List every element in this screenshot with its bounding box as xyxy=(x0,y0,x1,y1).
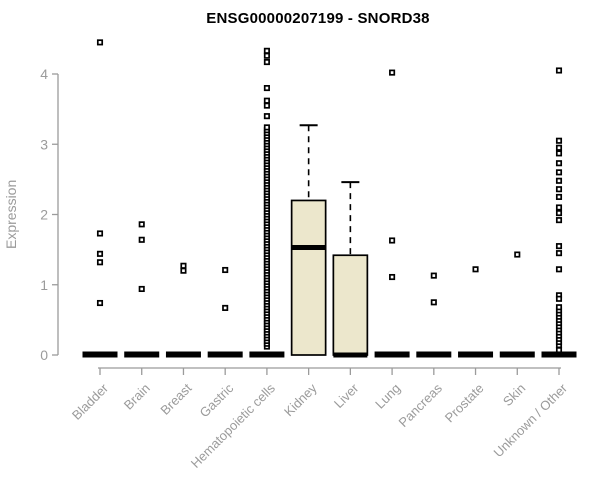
outlier-point xyxy=(263,113,270,120)
x-tick-label: Gastric xyxy=(197,380,237,420)
outlier-point xyxy=(555,169,563,176)
outlier-point xyxy=(555,144,563,151)
outlier-point xyxy=(555,137,563,144)
outlier-point xyxy=(263,84,270,92)
y-tick-label: 3 xyxy=(40,136,48,152)
x-tick-label: Lung xyxy=(372,381,403,412)
x-tick-label: Skin xyxy=(500,381,528,409)
outlier-point xyxy=(263,59,270,66)
box xyxy=(332,254,369,356)
x-tick-label: Kidney xyxy=(281,380,320,419)
outlier-point xyxy=(555,204,563,211)
outlier-point xyxy=(96,299,104,307)
outlier-point xyxy=(555,347,563,354)
outlier-point xyxy=(263,124,270,131)
outlier-point xyxy=(222,304,229,311)
outlier-point xyxy=(96,259,104,266)
outlier-point xyxy=(555,150,563,157)
y-tick-label: 1 xyxy=(40,277,48,293)
outlier-point xyxy=(514,251,521,258)
x-tick-label: Liver xyxy=(331,380,362,411)
outlier-point xyxy=(555,243,563,250)
outlier-point xyxy=(96,250,104,257)
outlier-point xyxy=(430,299,437,306)
outlier-point xyxy=(555,193,563,200)
outlier-point xyxy=(555,295,563,302)
x-tick-label: Pancreas xyxy=(395,380,445,430)
outlier-point xyxy=(389,237,396,244)
x-tick-label: Brain xyxy=(121,381,153,413)
outlier-point xyxy=(555,304,563,311)
outlier-point xyxy=(555,250,563,257)
y-tick-label: 0 xyxy=(40,347,48,363)
outlier-point xyxy=(472,266,479,273)
outlier-point xyxy=(138,236,145,243)
outlier-point xyxy=(180,267,187,274)
outlier-point xyxy=(96,39,104,46)
box xyxy=(290,199,327,356)
outlier-point xyxy=(138,285,145,293)
x-tick-label: Breast xyxy=(157,380,194,417)
outlier-point xyxy=(430,272,437,279)
chart-title: ENSG00000207199 - SNORD38 xyxy=(206,10,430,27)
outlier-point xyxy=(555,177,563,184)
x-tick-label: Bladder xyxy=(69,380,112,423)
outlier-point xyxy=(555,217,563,224)
x-tick-label: Prostate xyxy=(442,381,487,426)
outlier-point xyxy=(263,52,270,59)
x-tick-label: Unknown / Other xyxy=(491,380,571,460)
outlier-point xyxy=(555,160,563,167)
outlier-point xyxy=(180,262,187,269)
outlier-point xyxy=(96,230,104,237)
outlier-point xyxy=(555,186,563,193)
outlier-point xyxy=(389,69,396,76)
outlier-point xyxy=(555,67,563,74)
outlier-point xyxy=(263,47,270,54)
y-tick-label: 4 xyxy=(40,66,48,82)
outlier-point xyxy=(138,221,145,228)
outlier-point xyxy=(222,266,229,274)
y-tick-label: 2 xyxy=(40,207,48,223)
outlier-point xyxy=(263,97,270,104)
outlier-point xyxy=(263,102,270,109)
outlier-point xyxy=(389,273,396,281)
outlier-point xyxy=(555,266,563,273)
outlier-point xyxy=(555,210,563,217)
